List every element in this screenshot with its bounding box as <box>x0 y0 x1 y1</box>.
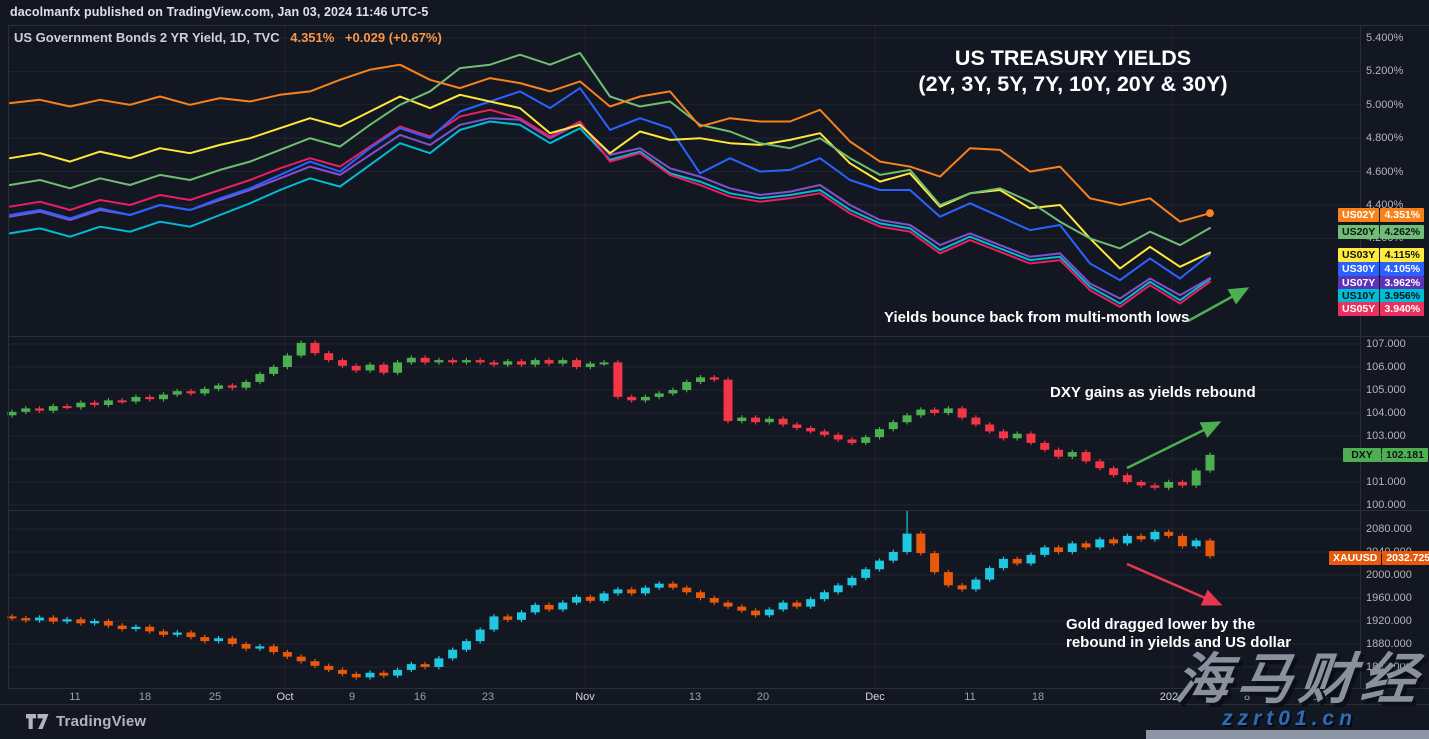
attribution-text: dacolmanfx published on TradingView.com,… <box>10 5 429 19</box>
price-tick-label: 1920.000 <box>1366 615 1412 627</box>
treasury-yield-lines <box>9 52 1214 308</box>
yields-up-arrow <box>1187 287 1250 323</box>
last-point-dot <box>1206 209 1214 218</box>
yield-line-us30y <box>9 87 1211 282</box>
value-badge: 4.351% <box>1380 208 1425 222</box>
price-tick-label: 1840.000 <box>1366 661 1412 673</box>
price-tick-label: 101.000 <box>1366 476 1406 488</box>
symbol-title-text: US Government Bonds 2 YR Yield, 1D, TVC <box>14 30 280 45</box>
watermark-band <box>1146 730 1429 739</box>
value-badge: 3.956% <box>1380 289 1425 303</box>
price-tick-label: 1960.000 <box>1366 592 1412 604</box>
price-label-dxy: DXY 102.181 <box>1343 448 1428 462</box>
time-tick-label: 11 <box>69 691 81 703</box>
symbol-badge: US30Y <box>1338 262 1380 276</box>
symbol-badge: US03Y <box>1338 248 1380 262</box>
annotation-dxy-note: DXY gains as yields rebound <box>1050 384 1256 401</box>
dxy-up-arrow <box>1126 421 1222 470</box>
price-label-us05y: US05Y 3.940% <box>1338 302 1425 316</box>
annotation-treasury-title: US TREASURY YIELDS (2Y, 3Y, 5Y, 7Y, 10Y,… <box>790 45 1356 97</box>
value-badge: 4.105% <box>1380 262 1425 276</box>
price-label-us03y: US03Y 4.115% <box>1338 248 1425 262</box>
time-tick-label: 2024 <box>1159 691 1185 703</box>
time-tick-label: Dec <box>865 691 885 703</box>
annotation-treasury-line2: (2Y, 3Y, 5Y, 7Y, 10Y, 20Y & 30Y) <box>918 72 1228 96</box>
price-tick-label: 103.000 <box>1366 430 1406 442</box>
price-tick-label: 5.000% <box>1366 98 1404 111</box>
time-tick-label: 18 <box>1031 691 1045 703</box>
price-label-us20y: US20Y 4.262% <box>1338 225 1425 239</box>
price-tick-label: 4.800% <box>1366 132 1404 145</box>
gold-candles <box>7 510 1215 680</box>
value-badge: 2032.725 <box>1382 551 1429 565</box>
annotation-yields-note: Yields bounce back from multi-month lows <box>884 309 1190 326</box>
value-badge: 3.962% <box>1380 276 1425 290</box>
symbol-badge: US02Y <box>1338 208 1380 222</box>
time-tick-label: 13 <box>688 691 702 703</box>
symbol-badge: US07Y <box>1338 276 1380 290</box>
symbol-badge: US05Y <box>1338 302 1380 316</box>
price-tick-label: 106.000 <box>1366 361 1406 373</box>
time-tick-label: 8 <box>1243 691 1251 703</box>
tradingview-logo-icon <box>26 714 49 729</box>
yield-line-us05y <box>9 108 1211 308</box>
time-tick-label: 23 <box>481 691 495 703</box>
yield-line-us10y <box>9 120 1211 305</box>
time-tick-label: 20 <box>756 691 770 703</box>
price-tick-label: 4.600% <box>1366 165 1404 178</box>
annotation-gold-line2: rebound in yields and US dollar <box>1066 634 1292 651</box>
watermark-site: zzrt01.cn <box>1222 707 1357 730</box>
value-badge: 4.115% <box>1380 248 1425 262</box>
time-tick-label: 25 <box>208 691 222 703</box>
gold-down-arrow <box>1126 562 1223 606</box>
time-tick-label: 11 <box>964 691 976 703</box>
price-tick-label: 100.000 <box>1366 499 1406 511</box>
yield-line-us07y <box>9 117 1211 300</box>
price-tick-label: 5.400% <box>1366 32 1404 44</box>
yield-line-us03y <box>9 93 1211 270</box>
price-tick-label: 105.000 <box>1366 384 1406 396</box>
dxy-candles <box>7 340 1215 491</box>
annotation-treasury-line1: US TREASURY YIELDS <box>954 46 1192 70</box>
time-tick-label: 9 <box>348 691 356 703</box>
time-tick-label: 15 <box>1310 691 1324 703</box>
price-tick-label: 2080.000 <box>1366 523 1412 535</box>
symbol-title[interactable]: US Government Bonds 2 YR Yield, 1D, TVC … <box>14 30 442 45</box>
annotation-gold-note: Gold dragged lower by the rebound in yie… <box>1066 616 1291 652</box>
symbol-last-value: 4.351% <box>290 30 335 45</box>
yield-line-us02y <box>9 63 1211 223</box>
price-label-us07y: US07Y 3.962% <box>1338 276 1425 290</box>
price-label-us10y: US10Y 3.956% <box>1338 289 1425 303</box>
price-label-us30y: US30Y 4.105% <box>1338 262 1425 276</box>
time-tick-label: Nov <box>575 691 595 703</box>
symbol-badge: US10Y <box>1338 289 1380 303</box>
time-tick-label: 18 <box>138 691 152 703</box>
value-badge: 4.262% <box>1380 225 1425 239</box>
annotation-gold-line1: Gold dragged lower by the <box>1066 616 1256 633</box>
time-tick-label: 16 <box>413 691 427 703</box>
value-badge: 3.940% <box>1380 302 1425 316</box>
value-badge: 102.181 <box>1382 448 1428 462</box>
price-label-xauusd: XAUUSD 2032.725 <box>1329 551 1429 565</box>
price-label-us02y: US02Y 4.351% <box>1338 208 1425 222</box>
price-tick-label: 5.200% <box>1366 65 1404 78</box>
tradingview-footer[interactable]: TradingView <box>26 713 146 730</box>
price-tick-label: 104.000 <box>1366 407 1406 419</box>
price-tick-label: 107.000 <box>1366 338 1406 350</box>
symbol-change: +0.029 (+0.67%) <box>344 30 442 45</box>
symbol-badge: DXY <box>1343 448 1381 462</box>
time-tick-label: Oct <box>276 691 294 703</box>
price-tick-label: 1880.000 <box>1366 638 1412 650</box>
tradingview-brand-text: TradingView <box>56 713 147 730</box>
symbol-badge: XAUUSD <box>1329 551 1382 565</box>
price-tick-label: 2000.000 <box>1366 569 1412 581</box>
symbol-badge: US20Y <box>1338 225 1380 239</box>
watermark-cn: 海马财经 <box>1172 648 1427 710</box>
yield-line-us20y <box>9 52 1211 250</box>
